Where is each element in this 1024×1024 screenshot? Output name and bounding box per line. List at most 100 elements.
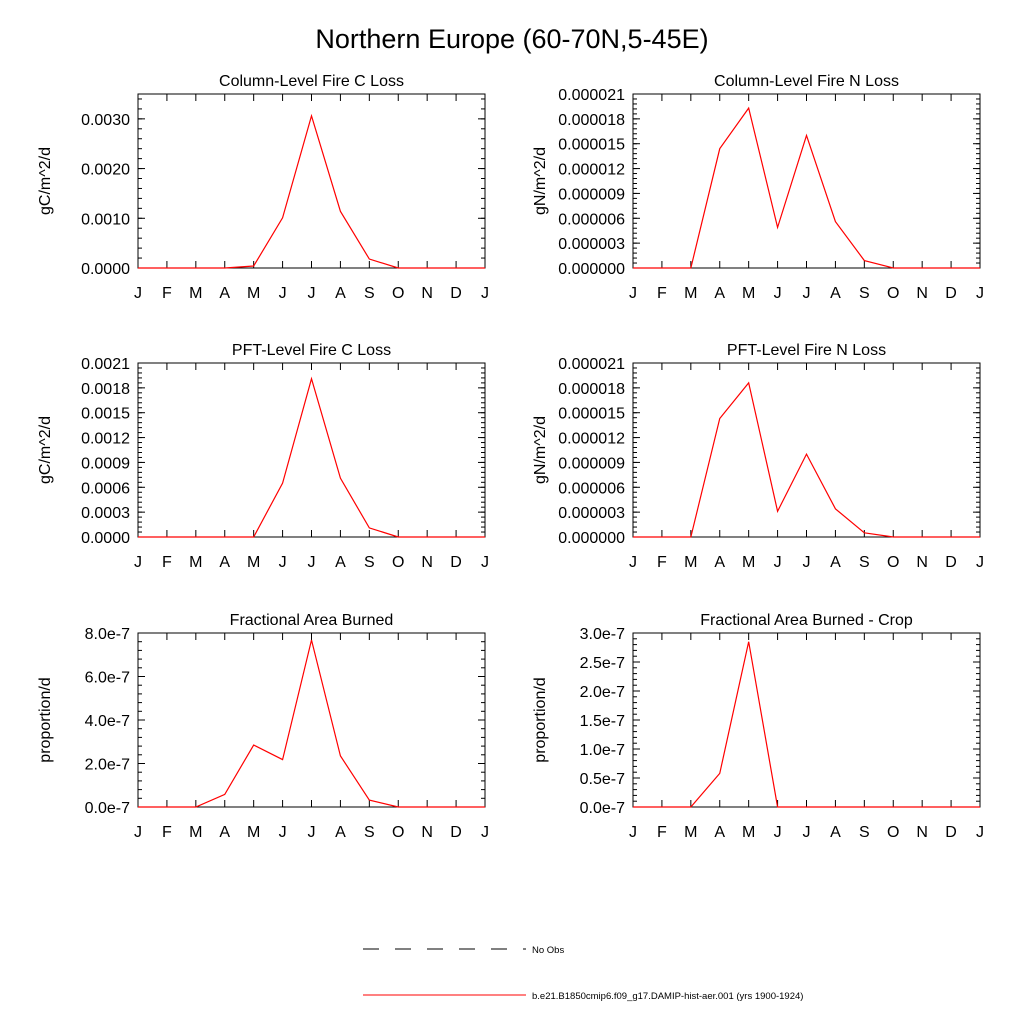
y-tick-label: 0.0015 xyxy=(81,406,130,423)
x-tick-label: D xyxy=(450,824,462,841)
x-tick-label: J xyxy=(279,285,287,302)
x-tick-label: S xyxy=(364,824,375,841)
x-tick-label: J xyxy=(976,824,984,841)
x-tick-label: D xyxy=(945,824,957,841)
x-tick-label: J xyxy=(308,285,316,302)
y-axis-label: gC/m^2/d xyxy=(37,147,54,215)
x-tick-label: S xyxy=(364,285,375,302)
y-tick-label: 0.000018 xyxy=(558,112,625,129)
legend-label: No Obs xyxy=(532,945,564,956)
x-tick-label: J xyxy=(308,824,316,841)
y-tick-label: 4.0e-7 xyxy=(85,713,130,730)
series-line xyxy=(633,641,980,808)
y-tick-label: 0.0009 xyxy=(81,455,130,472)
chart-panel-6: Fractional Area Burned - Crop proportion/… xyxy=(532,612,984,841)
x-tick-label: A xyxy=(219,285,230,302)
x-tick-label: A xyxy=(335,554,346,571)
x-tick-label: O xyxy=(392,285,404,302)
x-tick-label: J xyxy=(308,554,316,571)
x-tick-label: N xyxy=(421,824,433,841)
y-tick-label: 0.0e-7 xyxy=(580,800,625,817)
x-tick-label: D xyxy=(945,554,957,571)
x-tick-label: M xyxy=(684,824,697,841)
x-tick-label: N xyxy=(421,285,433,302)
x-tick-label: F xyxy=(657,554,667,571)
y-tick-label: 2.0e-7 xyxy=(580,684,625,701)
x-tick-label: M xyxy=(684,554,697,571)
y-tick-label: 0.000000 xyxy=(558,530,625,547)
chart-title: Column-Level Fire N Loss xyxy=(714,73,899,90)
y-tick-label: 0.0012 xyxy=(81,431,130,448)
y-axis-label: proportion/d xyxy=(37,677,54,762)
y-tick-label: 0.000009 xyxy=(558,186,625,203)
x-tick-label: N xyxy=(916,554,928,571)
legend: No Obs b.e21.B1850cmip6.f09_g17.DAMIP-his… xyxy=(363,945,803,1002)
x-tick-label: M xyxy=(742,824,755,841)
x-tick-label: N xyxy=(916,285,928,302)
plot-frame xyxy=(137,632,486,808)
series-line xyxy=(138,639,485,808)
x-tick-label: J xyxy=(134,285,142,302)
x-tick-label: A xyxy=(830,285,841,302)
y-tick-label: 0.0006 xyxy=(81,480,130,497)
series-line xyxy=(138,113,485,269)
x-tick-label: M xyxy=(189,824,202,841)
x-tick-label: N xyxy=(421,554,433,571)
x-tick-label: J xyxy=(976,554,984,571)
x-tick-label: M xyxy=(247,285,260,302)
x-tick-label: M xyxy=(742,554,755,571)
x-tick-label: D xyxy=(450,285,462,302)
x-tick-label: F xyxy=(657,824,667,841)
x-tick-label: J xyxy=(134,554,142,571)
x-tick-label: S xyxy=(859,554,870,571)
x-tick-label: O xyxy=(887,824,899,841)
x-tick-label: J xyxy=(279,554,287,571)
series-line xyxy=(633,381,980,538)
y-tick-label: 0.000006 xyxy=(558,480,625,497)
x-tick-label: J xyxy=(629,554,637,571)
y-tick-label: 0.000021 xyxy=(558,87,625,104)
y-axis-label: gN/m^2/d xyxy=(532,147,549,215)
y-tick-label: 0.0018 xyxy=(81,381,130,398)
x-tick-label: A xyxy=(335,824,346,841)
y-tick-label: 0.000000 xyxy=(558,261,625,278)
plot-frame xyxy=(632,632,981,808)
y-tick-label: 0.0010 xyxy=(81,211,130,228)
series-line xyxy=(138,376,485,538)
x-tick-label: J xyxy=(279,824,287,841)
x-tick-label: M xyxy=(247,554,260,571)
chart-title: PFT-Level Fire N Loss xyxy=(727,342,886,359)
x-tick-label: A xyxy=(714,285,725,302)
y-axis-label: proportion/d xyxy=(532,677,549,762)
x-tick-label: S xyxy=(364,554,375,571)
x-tick-label: O xyxy=(392,824,404,841)
x-tick-label: J xyxy=(774,554,782,571)
x-tick-label: S xyxy=(859,824,870,841)
x-tick-label: A xyxy=(714,824,725,841)
y-tick-label: 0.000009 xyxy=(558,455,625,472)
x-tick-label: F xyxy=(657,285,667,302)
y-tick-label: 8.0e-7 xyxy=(85,626,130,643)
figure-title: Northern Europe (60-70N,5-45E) xyxy=(315,24,708,54)
x-tick-label: D xyxy=(945,285,957,302)
x-tick-label: J xyxy=(629,285,637,302)
chart-title: PFT-Level Fire C Loss xyxy=(232,342,391,359)
plot-frame xyxy=(632,93,981,269)
x-tick-label: J xyxy=(481,554,489,571)
x-tick-label: A xyxy=(714,554,725,571)
x-tick-label: J xyxy=(481,285,489,302)
y-tick-label: 0.0030 xyxy=(81,112,130,129)
y-tick-label: 0.000015 xyxy=(558,406,625,423)
x-tick-label: J xyxy=(803,285,811,302)
chart-title: Fractional Area Burned xyxy=(230,612,394,629)
x-tick-label: A xyxy=(219,554,230,571)
y-tick-label: 0.0021 xyxy=(81,356,130,373)
x-tick-label: M xyxy=(684,285,697,302)
